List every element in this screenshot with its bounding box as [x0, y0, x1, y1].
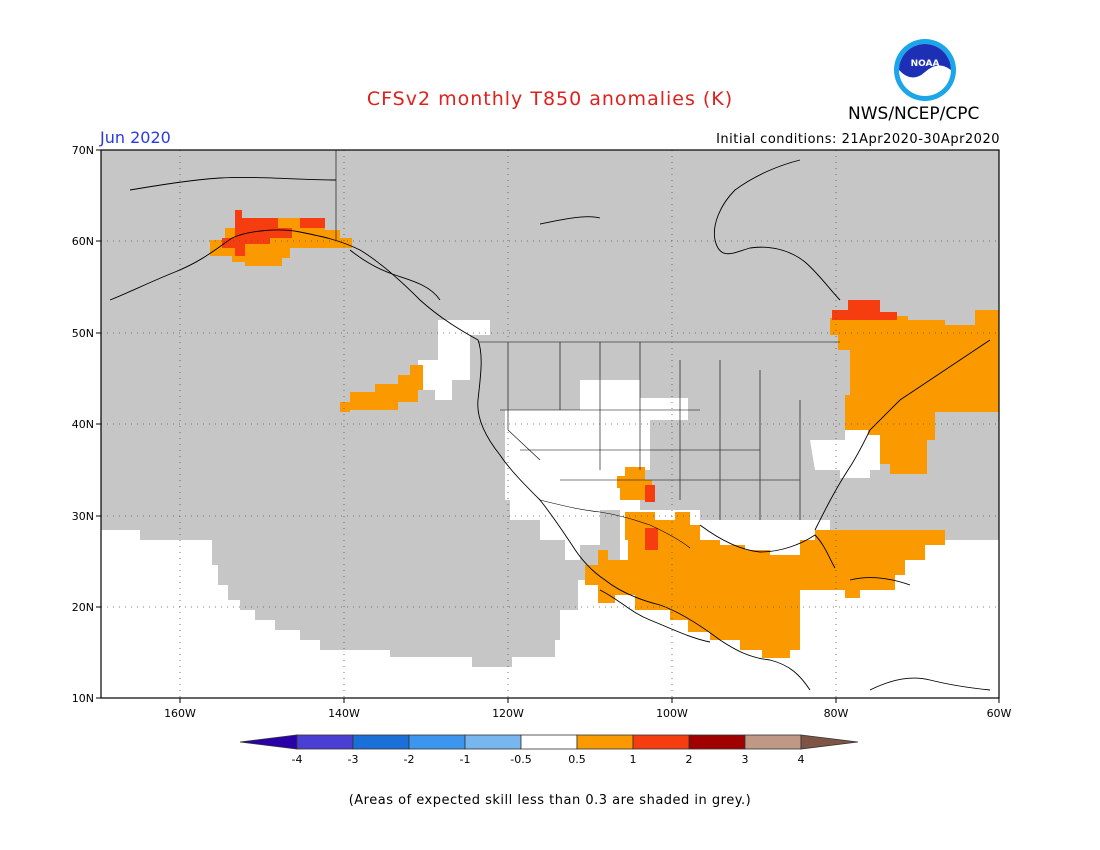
low-skill-region — [101, 150, 999, 667]
lat-label-70n: 70N — [72, 144, 94, 157]
colorbar-bin-neutral — [520, 734, 578, 750]
colorbar — [239, 734, 859, 750]
logo-text: NOAA — [911, 59, 940, 69]
warm-anomaly-pacific — [340, 365, 423, 412]
forecast-month: Jun 2020 — [100, 128, 171, 147]
colorbar-label-neg1: -1 — [460, 753, 471, 766]
colorbar-label-3: 3 — [742, 753, 749, 766]
lat-label-10n: 10N — [72, 692, 94, 705]
colorbar-label-2: 2 — [686, 753, 693, 766]
strong-anomaly-alaska — [222, 210, 325, 256]
colorbar-label-4: 4 — [798, 753, 805, 766]
lat-label-50n: 50N — [72, 327, 94, 340]
warm-anomaly-northeast — [830, 310, 999, 474]
colorbar-label-1: 1 — [630, 753, 637, 766]
colorbar-bin-1-2 — [632, 734, 690, 750]
lon-label-60w: 60W — [987, 707, 1012, 720]
map-title: CFSv2 monthly T850 anomalies (K) — [366, 88, 734, 110]
agency-label: NWS/NCEP/CPC — [848, 104, 980, 124]
lat-label-30n: 30N — [72, 510, 94, 523]
skill-footnote: (Areas of expected skill less than 0.3 a… — [348, 793, 752, 808]
initial-conditions: Initial conditions: 21Apr2020-30Apr2020 — [716, 132, 1000, 147]
strong-anomaly-texas — [645, 485, 658, 550]
colorbar-bin-neg2-neg1 — [408, 734, 466, 750]
neutral-region-east — [810, 430, 880, 478]
colorbar-bin-05-1 — [576, 734, 634, 750]
colorbar-bin-neg3-neg2 — [352, 734, 410, 750]
lon-label-160w: 160W — [164, 707, 196, 720]
lon-label-120w: 120W — [492, 707, 524, 720]
lat-label-60n: 60N — [72, 235, 94, 248]
warm-anomaly-gulf-mexico — [585, 467, 945, 658]
lon-label-80w: 80W — [824, 707, 849, 720]
colorbar-bin-gt-4 — [800, 734, 859, 750]
colorbar-label-neg4: -4 — [292, 753, 303, 766]
noaa-logo: NOAA — [894, 39, 956, 101]
colorbar-label-neg3: -3 — [348, 753, 359, 766]
lon-label-140w: 140W — [328, 707, 360, 720]
colorbar-label-neg2: -2 — [404, 753, 415, 766]
lon-label-100w: 100W — [656, 707, 688, 720]
strong-anomaly-quebec — [832, 300, 897, 320]
colorbar-bin-neg1-neg05 — [464, 734, 522, 750]
political-boundaries — [335, 150, 840, 549]
colorbar-bin-neg4-neg3 — [296, 734, 354, 750]
graticule — [101, 150, 999, 698]
colorbar-bin-2-3 — [688, 734, 746, 750]
colorbar-label-05: 0.5 — [568, 753, 586, 766]
lat-label-20n: 20N — [72, 601, 94, 614]
colorbar-label-neg05: -0.5 — [510, 753, 531, 766]
coastlines — [109, 159, 991, 691]
colorbar-bin-lt-neg4 — [239, 734, 298, 750]
colorbar-bin-3-4 — [744, 734, 802, 750]
axis-ticks — [96, 149, 1000, 703]
lat-label-40n: 40N — [72, 418, 94, 431]
